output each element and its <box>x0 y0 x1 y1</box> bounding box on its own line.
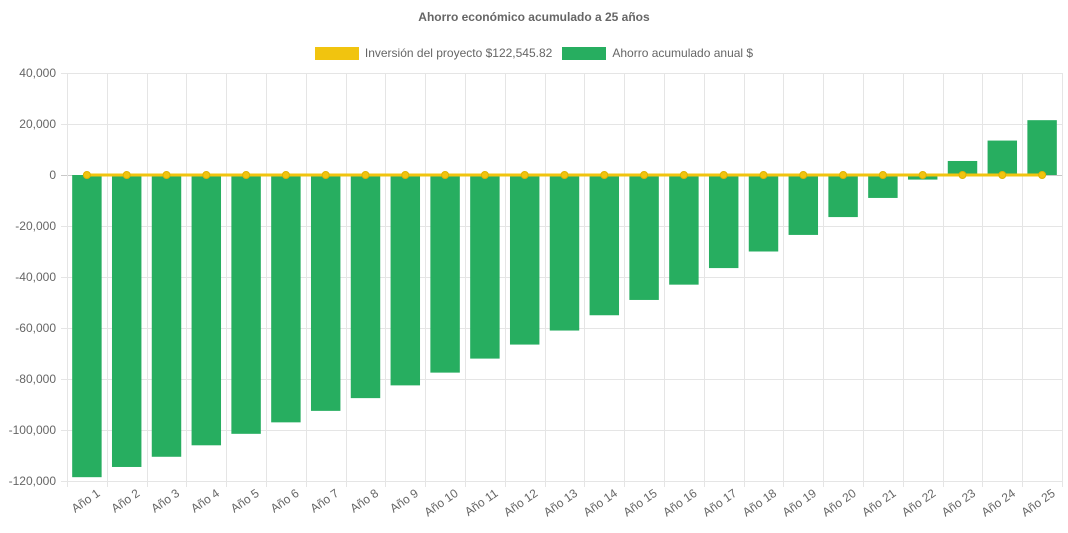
y-tick-label: -40,000 <box>15 270 56 284</box>
bar-ahorro[interactable] <box>430 175 460 373</box>
x-tick-label: Año 17 <box>700 486 739 519</box>
bar-ahorro[interactable] <box>231 175 261 434</box>
y-tick-label: -60,000 <box>15 321 56 335</box>
y-tick-label: -120,000 <box>9 474 57 488</box>
point-inversion[interactable] <box>281 171 290 179</box>
legend-item-inversion[interactable]: Inversión del proyecto $122,545.82 <box>314 46 553 60</box>
legend-swatch-inversion <box>314 46 359 60</box>
x-tick-label: Año 8 <box>347 486 381 516</box>
x-tick-label: Año 23 <box>939 486 978 519</box>
x-tick-label: Año 6 <box>268 486 302 516</box>
bars <box>72 120 1057 478</box>
bar-ahorro[interactable] <box>390 175 421 386</box>
bar-ahorro[interactable] <box>629 175 659 300</box>
point-inversion[interactable] <box>640 171 649 179</box>
x-tick-label: Año 21 <box>859 486 898 519</box>
bar-ahorro[interactable] <box>509 175 540 345</box>
bar-ahorro[interactable] <box>271 175 301 423</box>
point-inversion[interactable] <box>122 171 131 179</box>
bar-ahorro[interactable] <box>947 160 978 175</box>
legend-swatch-ahorro <box>562 46 607 60</box>
point-inversion[interactable] <box>560 171 569 179</box>
bar-ahorro[interactable] <box>828 175 858 218</box>
x-tick-label: Año 1 <box>69 486 103 516</box>
y-tick-label: 0 <box>49 168 56 182</box>
point-inversion[interactable] <box>202 171 211 179</box>
bar-ahorro[interactable] <box>669 175 699 285</box>
x-tick-label: Año 11 <box>462 486 501 519</box>
x-tick-label: Año 5 <box>228 486 262 516</box>
point-inversion[interactable] <box>759 171 768 179</box>
point-inversion[interactable] <box>958 171 967 179</box>
x-tick-label: Año 22 <box>899 486 938 519</box>
point-inversion[interactable] <box>998 171 1007 179</box>
point-inversion[interactable] <box>799 171 808 179</box>
x-tick-label: Año 16 <box>660 486 699 519</box>
point-inversion[interactable] <box>401 171 410 179</box>
bar-ahorro[interactable] <box>748 175 779 252</box>
legend-label-inversion: Inversión del proyecto $122,545.82 <box>364 46 553 60</box>
point-inversion[interactable] <box>162 171 171 179</box>
point-inversion[interactable] <box>918 171 927 179</box>
investment-line <box>82 171 1047 179</box>
x-tick-label: Año 19 <box>780 486 819 519</box>
x-tick-label: Año 10 <box>422 486 461 519</box>
bar-ahorro[interactable] <box>72 175 102 478</box>
bar-ahorro[interactable] <box>1027 120 1057 175</box>
x-tick-label: Año 14 <box>581 486 620 519</box>
x-tick-label: Año 13 <box>541 486 580 519</box>
point-inversion[interactable] <box>321 171 330 179</box>
x-tick-label: Año 4 <box>188 486 222 516</box>
y-tick-label: 20,000 <box>19 117 56 131</box>
x-tick-label: Año 24 <box>979 486 1018 519</box>
point-inversion[interactable] <box>719 171 728 179</box>
point-inversion[interactable] <box>600 171 609 179</box>
y-axis: 40,000 20,000 0 -20,000 -40,000 -60,000 -80,00… <box>9 66 57 488</box>
point-inversion[interactable] <box>82 171 91 179</box>
x-tick-label: Año 3 <box>148 486 182 516</box>
point-inversion[interactable] <box>679 171 688 179</box>
x-tick-label: Año 2 <box>109 486 143 516</box>
legend-item-ahorro[interactable]: Ahorro acumulado anual $ <box>562 46 753 60</box>
point-inversion[interactable] <box>839 171 848 179</box>
bar-ahorro[interactable] <box>868 175 898 198</box>
bar-ahorro[interactable] <box>191 175 222 446</box>
y-tick-label: -100,000 <box>9 423 57 437</box>
point-inversion[interactable] <box>361 171 370 179</box>
point-inversion[interactable] <box>242 171 251 179</box>
legend: Inversión del proyecto $122,545.82 Ahorr… <box>0 46 1068 60</box>
point-inversion[interactable] <box>441 171 450 179</box>
x-tick-label: Año 18 <box>740 486 779 519</box>
bar-ahorro[interactable] <box>310 175 341 411</box>
bar-ahorro[interactable] <box>708 175 739 269</box>
x-tick-label: Año 20 <box>820 486 859 519</box>
chart-title: Ahorro económico acumulado a 25 años <box>418 10 650 24</box>
bar-ahorro[interactable] <box>151 175 182 457</box>
x-axis: Año 1 Año 2 Año 3 Año 4 Año 5 Año 6 Año 7 Año 8… <box>69 486 1058 519</box>
x-tick-label: Año 12 <box>501 486 540 519</box>
bar-ahorro[interactable] <box>987 140 1018 175</box>
x-tick-label: Año 7 <box>308 486 342 516</box>
x-tick-label: Año 25 <box>1019 486 1058 519</box>
bar-ahorro[interactable] <box>788 175 819 235</box>
bar-ahorro[interactable] <box>111 175 142 467</box>
y-tick-label: 40,000 <box>19 66 56 80</box>
y-tick-label: -80,000 <box>15 372 56 386</box>
point-inversion[interactable] <box>878 171 887 179</box>
bar-ahorro[interactable] <box>470 175 500 359</box>
point-inversion[interactable] <box>480 171 489 179</box>
point-inversion[interactable] <box>520 171 529 179</box>
bar-ahorro[interactable] <box>549 175 580 331</box>
bar-ahorro[interactable] <box>589 175 620 316</box>
legend-label-ahorro: Ahorro acumulado anual $ <box>612 46 754 60</box>
x-tick-label: Año 15 <box>621 486 660 519</box>
x-tick-label: Año 9 <box>387 486 421 516</box>
point-inversion[interactable] <box>1038 171 1047 179</box>
y-tick-label: -20,000 <box>15 219 56 233</box>
bar-ahorro[interactable] <box>350 175 381 399</box>
